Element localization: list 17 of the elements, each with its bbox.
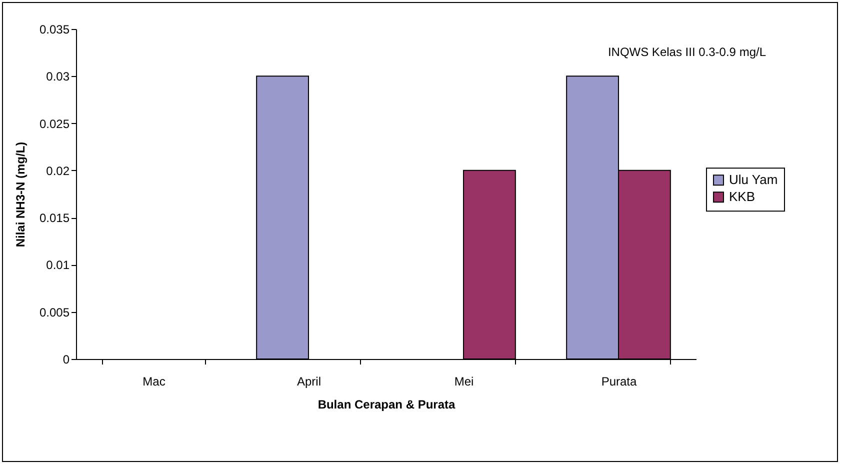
x-tick-label: April [296,374,322,388]
y-tick-label: 0.005 [39,305,70,320]
x-tick-label: Purata [601,374,637,388]
legend-label: KKB [729,189,756,204]
y-tick-label: 0 [62,352,70,366]
annotation: INQWS Kelas III 0.3-0.9 mg/L [608,45,766,59]
y-tick-label: 0.01 [46,258,70,272]
x-tick-label: Mac [142,374,166,388]
y-tick-label: 0.02 [46,164,70,178]
y-tick-label: 0.015 [39,211,70,226]
y-tick-label: 0.035 [39,22,70,36]
y-tick-label: 0.03 [46,70,70,84]
legend-label: Ulu Yam [729,172,778,188]
x-tick-label: Mei [454,374,474,388]
y-axis-title: Nilai NH3-N (mg/L) [13,142,28,248]
y-tick-label: 0.025 [39,116,70,131]
x-axis-title: Bulan Cerapan & Purata [318,398,456,412]
